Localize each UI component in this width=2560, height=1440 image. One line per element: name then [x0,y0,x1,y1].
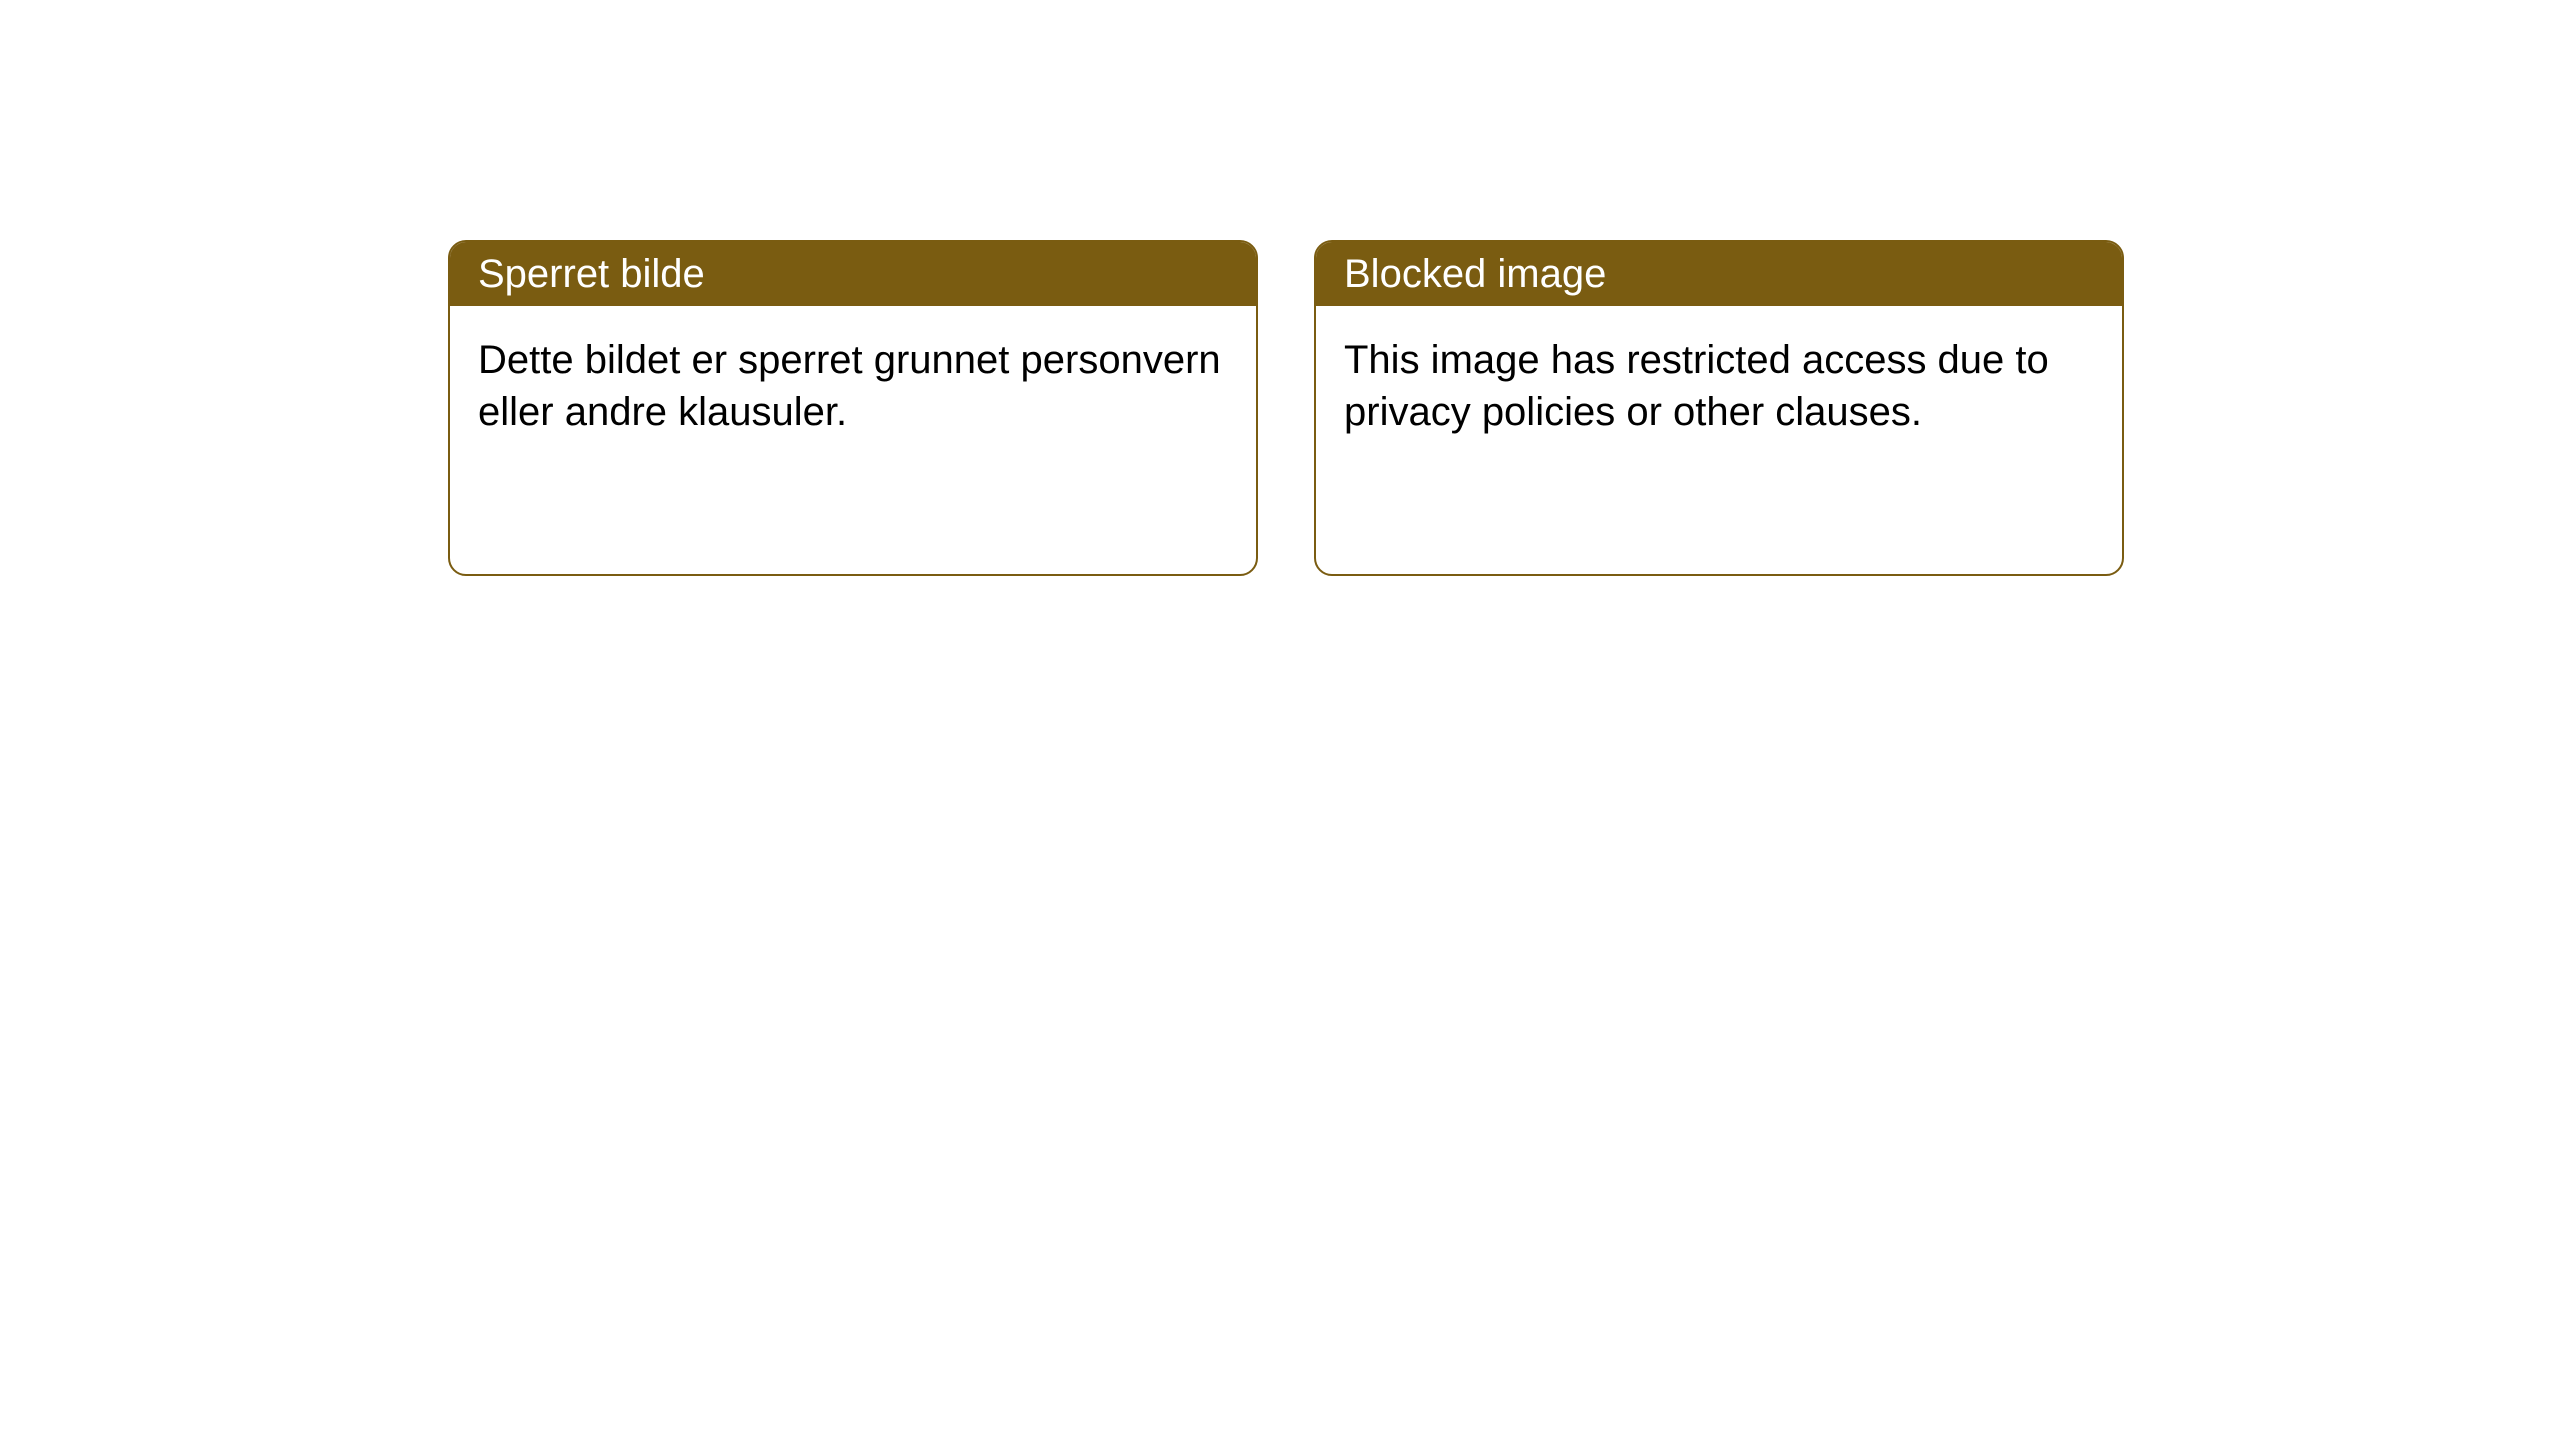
notice-text-english: This image has restricted access due to … [1344,338,2049,434]
notice-card-english: Blocked image This image has restricted … [1314,240,2124,576]
notice-body-english: This image has restricted access due to … [1316,306,2122,466]
notice-header-english: Blocked image [1316,242,2122,306]
notice-container: Sperret bilde Dette bildet er sperret gr… [0,0,2560,576]
notice-header-norwegian: Sperret bilde [450,242,1256,306]
notice-body-norwegian: Dette bildet er sperret grunnet personve… [450,306,1256,466]
notice-title-english: Blocked image [1344,252,1606,296]
notice-title-norwegian: Sperret bilde [478,252,705,296]
notice-text-norwegian: Dette bildet er sperret grunnet personve… [478,338,1221,434]
notice-card-norwegian: Sperret bilde Dette bildet er sperret gr… [448,240,1258,576]
